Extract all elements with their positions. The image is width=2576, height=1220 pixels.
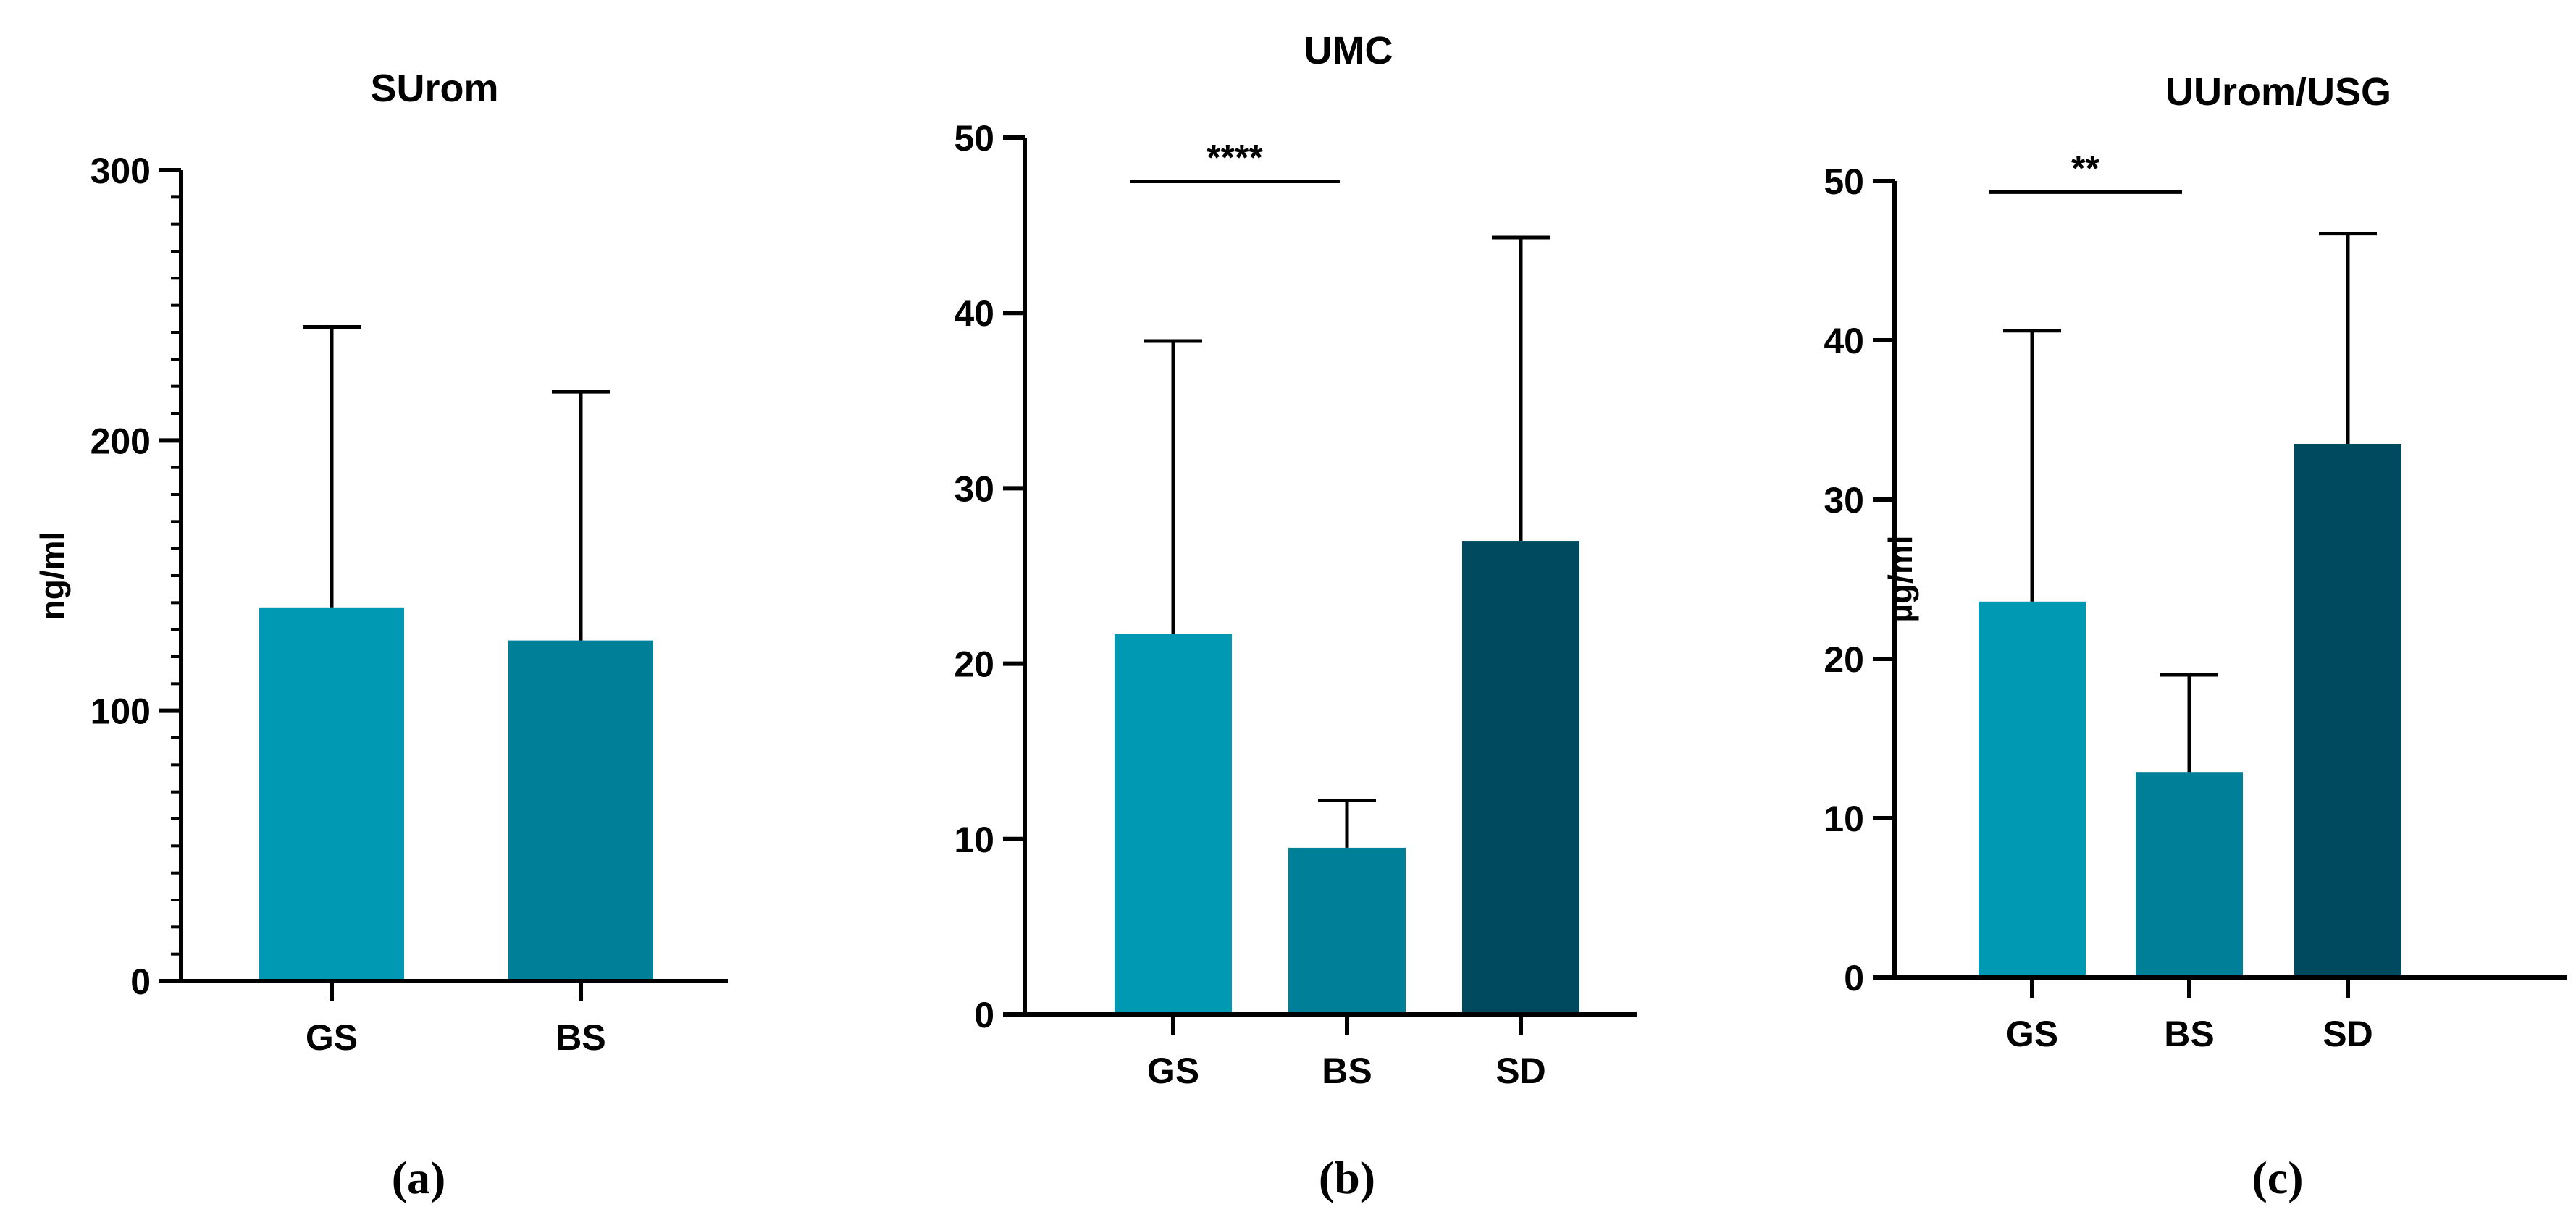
panel-label: (b) [1319, 1152, 1375, 1203]
bar-sd [1462, 541, 1579, 1014]
y-axis-label: ng/ml [33, 531, 71, 620]
y-tick-label: 40 [954, 293, 994, 334]
bar-gs [1979, 601, 2086, 977]
chart-panel-1: SUrom ng/ml 0 100 200 300 GS BS (a) [33, 67, 728, 1203]
y-tick-label: 200 [91, 421, 151, 461]
bar-bs [508, 640, 653, 981]
y-tick-label: 0 [1844, 958, 1864, 998]
bar-gs [259, 607, 404, 981]
panel-label: (a) [392, 1152, 446, 1203]
x-tick-label: SD [1495, 1051, 1545, 1091]
y-tick-label: 100 [91, 691, 151, 732]
y-tick-label: 30 [954, 468, 994, 509]
chart-title: UMC [1304, 29, 1393, 72]
panel-label: (c) [2252, 1152, 2303, 1203]
y-tick-label: 50 [1824, 161, 1864, 202]
y-tick-label: 10 [1824, 799, 1864, 839]
y-tick-label: 30 [1824, 480, 1864, 521]
x-tick-label: BS [555, 1017, 605, 1058]
bar-sd [2294, 444, 2401, 977]
x-tick-label: GS [306, 1017, 358, 1058]
chart-title: UUrom/USG [2165, 70, 2391, 114]
y-tick-label: 300 [91, 151, 151, 191]
x-tick-label: BS [1322, 1051, 1372, 1091]
bar-bs [2136, 772, 2243, 977]
x-tick-label: SD [2323, 1014, 2372, 1054]
significance-label: ** [2071, 148, 2099, 188]
y-tick-label: 50 [954, 118, 994, 159]
y-axis-label: µg/ml [1881, 535, 1919, 623]
bar-gs [1115, 634, 1232, 1014]
y-tick-label: 20 [1824, 639, 1864, 680]
y-tick-label: 20 [954, 644, 994, 685]
significance-label: **** [1207, 138, 1263, 178]
chart-title: SUrom [370, 67, 498, 110]
y-tick-label: 0 [974, 995, 994, 1035]
y-tick-label: 0 [130, 962, 151, 1002]
y-tick-label: 40 [1824, 321, 1864, 361]
x-tick-label: GS [2006, 1014, 2058, 1054]
x-tick-label: GS [1147, 1051, 1199, 1091]
x-tick-label: BS [2164, 1014, 2214, 1054]
chart-panel-3: UUrom/USG µg/ml 0 10 20 30 40 50 GS BS SD ** (c) [1824, 70, 2567, 1203]
chart-panel-2: UMC 0 10 20 30 40 50 GS BS SD **** (b) [954, 29, 1637, 1203]
y-tick-label: 10 [954, 820, 994, 860]
bar-bs [1288, 847, 1406, 1014]
